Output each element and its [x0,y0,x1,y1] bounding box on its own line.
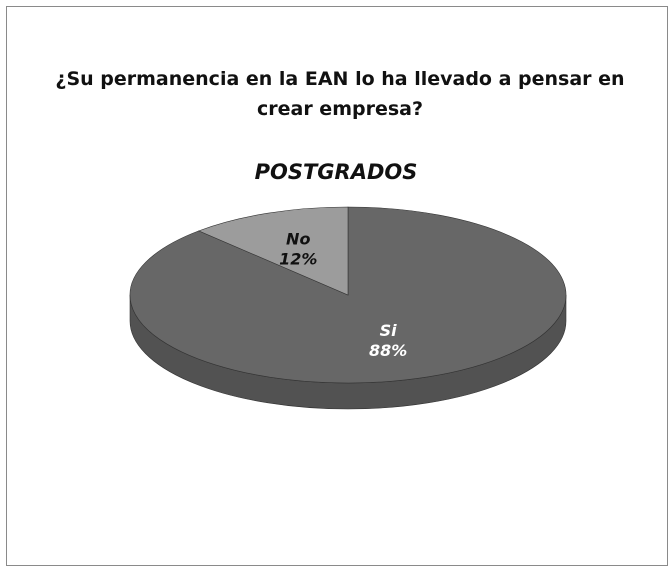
chart-subtitle: POSTGRADOS [254,160,418,184]
page: ¿Su permanencia en la EAN lo ha llevado … [6,6,668,566]
slice-name: No [286,229,310,248]
slice-name: Si [380,321,398,340]
pie-slice [197,206,349,296]
slice-label: No 12% [279,229,317,268]
slice-value: 12% [279,249,317,268]
slice-value: 88% [369,341,407,360]
slice-label: Si 88% [369,321,407,360]
chart: Si 88% No 12% [129,206,567,410]
chart-title: ¿Su permanencia en la EAN lo ha llevado … [55,68,625,120]
